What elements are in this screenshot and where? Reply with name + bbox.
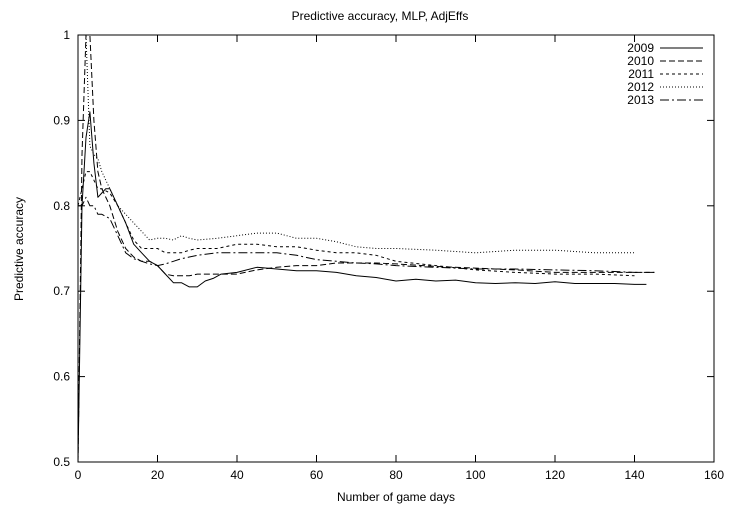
y-axis: 0.5 0.6 0.7 0.8 0.9 1: [53, 28, 714, 469]
series-line-2010: [77, 34, 655, 463]
x-axis-label: Number of game days: [337, 490, 455, 504]
x-tick-label: 20: [151, 468, 165, 482]
y-tick-label: 0.7: [53, 284, 70, 298]
legend-label: 2011: [628, 67, 654, 81]
legend-label: 2009: [627, 41, 654, 55]
series-line-2009: [77, 111, 647, 463]
series-line-2011: [77, 171, 635, 277]
y-tick-label: 0.6: [53, 370, 70, 384]
x-axis: 0 20 40 60 80 100 120 140 160: [75, 35, 724, 482]
y-tick-label: 1: [63, 28, 70, 42]
x-tick-label: 140: [624, 468, 644, 482]
series-layer: [77, 34, 655, 463]
x-tick-label: 160: [704, 468, 724, 482]
legend-label: 2010: [627, 54, 654, 68]
y-axis-label: Predictive accuracy: [12, 197, 26, 301]
x-tick-label: 120: [545, 468, 565, 482]
legend-label: 2013: [627, 93, 654, 107]
plot-frame: [77, 34, 715, 463]
legend-label: 2012: [627, 80, 654, 94]
x-tick-label: 100: [465, 468, 485, 482]
y-tick-label: 0.8: [53, 199, 70, 213]
x-tick-label: 80: [389, 468, 403, 482]
y-tick-label: 0.5: [53, 455, 70, 469]
plot-area: [77, 34, 715, 463]
series-line-2012: [78, 34, 635, 254]
series-line-2013: [78, 196, 655, 273]
x-tick-label: 40: [230, 468, 244, 482]
y-tick-label: 0.9: [53, 113, 70, 127]
x-tick-label: 60: [310, 468, 324, 482]
x-tick-label: 0: [75, 468, 82, 482]
chart-title: Predictive accuracy, MLP, AdjEffs: [292, 9, 469, 23]
